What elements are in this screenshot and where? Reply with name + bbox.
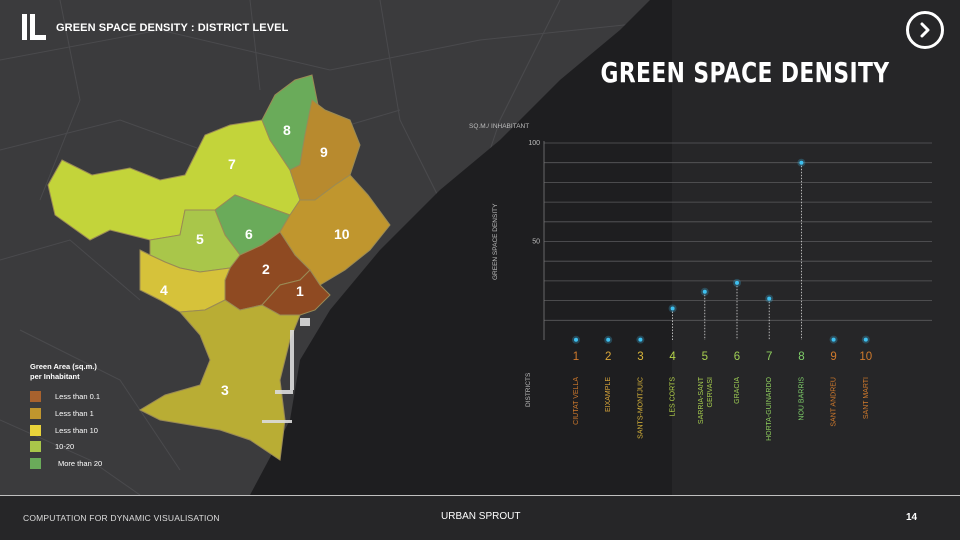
x-tick-label: 10 (859, 351, 872, 363)
x-tick-label: 7 (766, 351, 772, 363)
x-tick-label: 9 (830, 351, 836, 363)
legend-item: Less than 1 (30, 406, 160, 421)
map-background: 1 2 3 4 5 6 7 8 9 10 (0, 0, 672, 495)
district-label-2: 2 (262, 261, 270, 277)
legend-label: Less than 10 (55, 425, 98, 435)
chevron-right-icon (920, 22, 930, 38)
district-label-7: 7 (228, 156, 236, 172)
x-district-names: CIUTAT VELLA EIXAMPLE SANTS-MONTJUIC LES CO… (573, 376, 870, 441)
x-tick-label: 1 (573, 351, 579, 363)
legend-item: More than 20 (30, 457, 160, 472)
legend-title: Green Area (sq.m.) per Inhabitant (30, 362, 97, 381)
y-tick-label: 50 (532, 239, 540, 246)
district-name-label: GRACIA (734, 377, 741, 404)
district-label-5: 5 (196, 231, 204, 247)
legend-swatch (30, 458, 41, 470)
chart-grid (543, 141, 932, 340)
x-tick-label: 6 (734, 351, 740, 363)
district-name-label: CIUTAT VELLA (573, 377, 580, 425)
map-legend: Green Area (sq.m.) per Inhabitant Less t… (30, 362, 160, 473)
legend-swatch (30, 441, 41, 453)
district-name-label: SARRIA-SANT (698, 376, 705, 424)
chart-points (572, 158, 870, 344)
legend-item: Less than 10 (30, 423, 160, 438)
footer-course: COMPUTATION FOR DYNAMIC VISUALISATION (23, 513, 220, 523)
district-name-label: SANTS-MONTJUIC (637, 377, 644, 439)
district-name-label: GERVASI (707, 377, 714, 408)
legend-label: More than 20 (58, 459, 103, 469)
district-name-label: EIXAMPLE (605, 377, 612, 412)
green-density-chart: SQ.M./ INHABITANT GREEN SPACE DENSITY DI… (469, 123, 932, 441)
legend-item: 10-20 (30, 440, 160, 455)
data-point (702, 289, 707, 294)
district-label-9: 9 (320, 144, 328, 160)
district-label-10: 10 (334, 226, 350, 242)
x-tick-label: 3 (637, 351, 643, 363)
district-name-label: NOU BARRIS (798, 377, 805, 421)
data-point (670, 306, 675, 311)
data-point (606, 337, 611, 342)
legend-label: Less than 0.1 (55, 391, 101, 401)
x-tick-label: 2 (605, 351, 611, 363)
district-name-label: LES CORTS (670, 377, 677, 417)
chart-stems (672, 162, 802, 340)
data-point (831, 337, 836, 342)
legend-swatch (30, 424, 41, 436)
x-tick-label: 5 (702, 351, 708, 363)
y-tick-label: 100 (528, 140, 540, 147)
data-point (863, 337, 868, 342)
section-title: GREEN SPACE DENSITY : DISTRICT LEVEL (56, 22, 289, 34)
district-label-4: 4 (160, 282, 168, 298)
data-point (638, 337, 643, 342)
legend-swatch (30, 407, 41, 419)
section-logo-icon (22, 14, 46, 40)
district-label-8: 8 (283, 122, 291, 138)
page-number: 14 (906, 512, 918, 523)
y-axis-label: GREEN SPACE DENSITY (492, 203, 499, 280)
data-point (767, 296, 772, 301)
district-name-label: SANT ANDREU (831, 377, 838, 427)
footer-project: URBAN SPROUT (441, 511, 521, 522)
footer-divider (0, 495, 960, 496)
district-name-label: HORTA-GUINARDO (766, 376, 773, 440)
y-ticks: 50 100 (528, 140, 540, 246)
legend-label: 10-20 (55, 442, 75, 452)
data-point (574, 337, 578, 342)
district-name-label: SANT MARTI (863, 377, 870, 419)
legend-item: Less than 0.1 (30, 389, 160, 404)
x-ticks: 1 2 3 4 5 6 7 8 9 10 (573, 351, 872, 363)
legend-label: Less than 1 (55, 408, 94, 418)
district-label-3: 3 (221, 382, 229, 398)
next-slide-button[interactable] (906, 11, 944, 49)
district-label-1: 1 (296, 283, 304, 299)
district-map: 1 2 3 4 5 6 7 8 9 10 Green Area (sq.m.) … (0, 0, 672, 495)
y-unit-label: SQ.M./ INHABITANT (469, 123, 529, 130)
x-tick-label: 8 (798, 351, 804, 363)
legend-swatch (30, 390, 41, 402)
x-axis-label: DISTRICTS (525, 372, 532, 407)
data-point (735, 280, 739, 285)
page-title: GREEN SPACE DENSITY (600, 56, 890, 89)
district-label-6: 6 (245, 226, 253, 242)
data-point (799, 160, 804, 165)
x-tick-label: 4 (669, 351, 676, 363)
